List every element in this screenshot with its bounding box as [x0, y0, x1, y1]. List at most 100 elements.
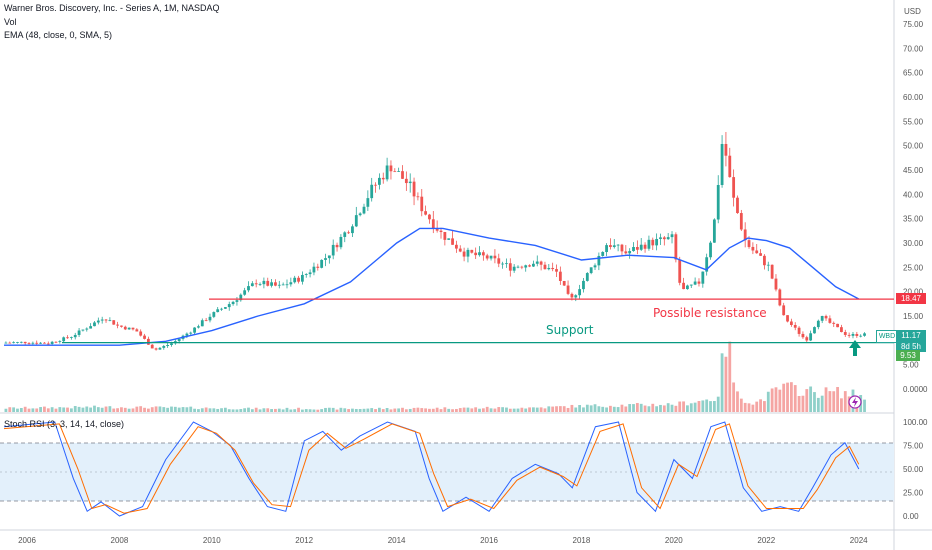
candle: [81, 329, 85, 332]
candle: [4, 341, 8, 344]
candle: [701, 271, 705, 288]
ema-line: [4, 227, 860, 346]
volume-bar: [751, 404, 755, 412]
candle: [851, 331, 855, 339]
price-tick: 75.00: [903, 20, 924, 29]
candle: [247, 281, 250, 293]
volume-bar: [312, 409, 316, 412]
volume-bar: [478, 408, 481, 412]
volume-bar: [16, 408, 19, 412]
candle: [378, 173, 381, 190]
candle: [609, 238, 612, 250]
volume-bar: [216, 408, 220, 412]
volume-bar: [93, 405, 96, 412]
volume-bar: [493, 408, 497, 412]
volume-bar: [331, 407, 335, 412]
last-price: 11.17: [901, 331, 921, 340]
volume-bar: [12, 407, 16, 412]
volume-bar: [816, 397, 820, 412]
candle: [501, 261, 505, 269]
candle: [859, 334, 863, 338]
volume-bar: [304, 409, 308, 412]
candle: [539, 260, 543, 271]
candle: [451, 230, 454, 245]
volume-bar: [609, 405, 612, 412]
volume-bar: [863, 399, 866, 412]
time-tick: 2024: [850, 536, 868, 545]
volume-bar: [624, 406, 628, 412]
currency-label[interactable]: USD: [904, 7, 921, 16]
volume-bar: [351, 408, 354, 412]
ticker-badge: WBD: [876, 330, 898, 343]
candle: [108, 317, 112, 322]
candle: [824, 314, 828, 321]
candle: [543, 261, 547, 270]
candle: [555, 264, 558, 277]
volume-bar: [774, 387, 778, 412]
candle: [16, 341, 19, 344]
resistance-label: Possible resistance: [653, 306, 767, 320]
volume-bar: [512, 408, 516, 412]
candle: [31, 341, 35, 346]
volume-bar: [705, 399, 709, 412]
volume-bar: [223, 407, 227, 412]
candle: [262, 277, 266, 289]
price-tick: 0.0000: [903, 385, 928, 394]
volume-bar: [173, 406, 177, 412]
candle: [447, 238, 451, 240]
candle: [774, 274, 778, 292]
candle: [820, 315, 824, 324]
candle: [847, 332, 851, 338]
volume-bar: [828, 391, 832, 412]
candle: [712, 218, 716, 243]
volume-bar: [801, 395, 805, 412]
candle: [374, 182, 377, 193]
volume-bar: [481, 408, 485, 412]
candle: [435, 220, 439, 233]
candle: [682, 277, 685, 290]
volume-bar: [632, 404, 635, 412]
candle: [651, 237, 655, 250]
candle: [566, 280, 570, 296]
candle: [123, 325, 127, 331]
candle: [358, 212, 362, 217]
volume-bar: [220, 408, 223, 412]
volume-bar: [397, 408, 401, 412]
volume-bar: [793, 385, 797, 412]
volume-bar: [104, 406, 108, 412]
candle: [535, 255, 539, 267]
volume-bar: [578, 405, 582, 412]
volume-bar: [116, 408, 119, 412]
volume-bar: [524, 408, 528, 412]
resistance-price: 18.47: [900, 294, 922, 303]
volume-bar: [447, 408, 451, 412]
volume-bar: [759, 399, 762, 412]
volume-bar: [412, 407, 416, 412]
candle: [655, 233, 659, 251]
candle: [574, 294, 578, 302]
volume-bar: [466, 407, 470, 412]
candle: [312, 262, 316, 276]
volume-bar: [293, 409, 297, 412]
candle: [62, 336, 66, 343]
volume-bar: [431, 408, 435, 412]
volume-bar: [235, 409, 239, 412]
volume-bar: [85, 406, 89, 412]
price-tick: 25.00: [903, 263, 924, 272]
volume-bar: [266, 408, 270, 412]
volume-bar: [239, 409, 243, 412]
time-tick: 2012: [295, 536, 313, 545]
volume-bar: [146, 408, 150, 412]
candle: [739, 209, 743, 232]
up-arrow-icon: [849, 340, 861, 356]
candle: [43, 341, 46, 344]
candle: [551, 262, 555, 272]
volume-bar: [836, 387, 839, 412]
candle: [635, 240, 639, 255]
volume-bar: [320, 409, 324, 412]
candle: [782, 302, 786, 316]
volume-bar: [343, 408, 347, 412]
volume-bar: [709, 401, 712, 412]
volume-bar: [439, 409, 443, 412]
volume-bar: [166, 407, 170, 412]
